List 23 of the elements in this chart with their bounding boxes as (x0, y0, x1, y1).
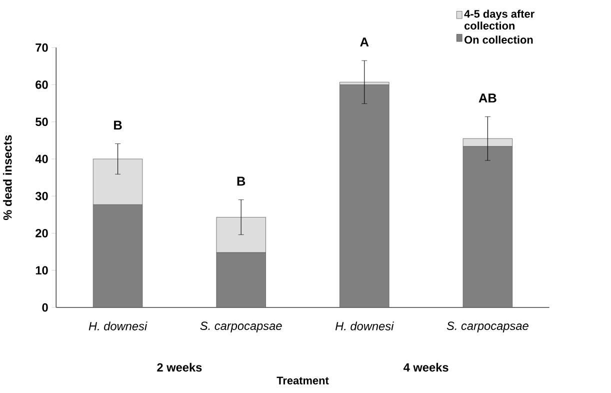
y-tick-label: 10 (36, 266, 48, 275)
annotation: B (114, 120, 122, 130)
bar (340, 84, 390, 308)
y-tick-label: 20 (36, 229, 48, 238)
text: A (360, 38, 369, 47)
y-tick-label: 50 (36, 118, 48, 126)
y-tick-label: 40 (35, 154, 48, 164)
y-tick-label: 70 (36, 44, 48, 52)
x-axis-title: Treatment (276, 377, 329, 385)
x-tick-label: H. downesi (335, 322, 394, 331)
y-tick-label: 30 (35, 192, 48, 200)
y-tick-label: 60 (36, 80, 48, 90)
x-tick-label: S. carpocapsae (200, 322, 282, 333)
text: 2 weeks (157, 363, 202, 372)
y-tick-label: 0 (42, 303, 48, 312)
x-tick-label: H. downesi (88, 322, 148, 331)
annotation: AB (478, 94, 496, 103)
text: 4 weeks (404, 363, 448, 372)
legend-label: 4-5 days after collection (464, 10, 534, 30)
y-axis-title: % dead insects (3, 135, 12, 220)
legend-label: On collection (464, 36, 533, 44)
annotation: B (237, 177, 246, 186)
x-tick-label: S. carpocapsae (446, 322, 528, 333)
